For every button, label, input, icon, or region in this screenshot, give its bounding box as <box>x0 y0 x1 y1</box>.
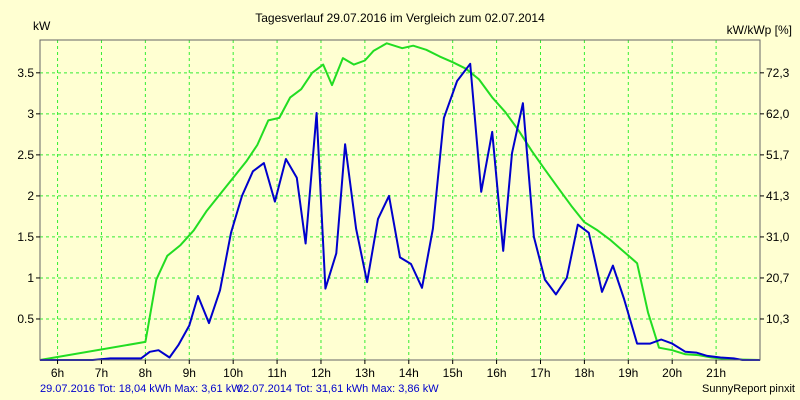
series-layer <box>39 42 761 361</box>
x-tick-label-2: 8h <box>139 366 152 380</box>
legend-series-2014: 02.07.2014 Tot: 31,61 kWh Max: 3,86 kW <box>237 383 439 395</box>
x-tick-label-14: 20h <box>662 366 682 380</box>
plot-frame <box>39 39 761 361</box>
credit-text: SunnyReport pinxit <box>702 383 795 395</box>
y-axis-right-label: kW/kWp [%] <box>727 23 792 37</box>
x-tick-label-3: 9h <box>183 366 196 380</box>
y-right-tick-label-4: 51,7 <box>766 148 790 162</box>
y-left-tick-label-3: 2 <box>27 189 34 203</box>
y-left-tick-label-4: 2.5 <box>17 148 34 162</box>
x-tick-label-1: 7h <box>95 366 108 380</box>
x-tick-label-12: 18h <box>574 366 594 380</box>
x-tick-label-0: 6h <box>51 366 64 380</box>
y-left-tick-label-6: 3.5 <box>17 66 34 80</box>
x-tick-label-7: 13h <box>355 366 375 380</box>
y-axis-right-ticks: 10,3 20,7 31,0 41,3 51,7 62,0 72,3 <box>760 66 790 326</box>
legend-series-2016: 29.07.2016 Tot: 18,04 kWh Max: 3,61 kW <box>40 383 242 395</box>
chart-title: Tagesverlauf 29.07.2016 im Vergleich zum… <box>255 11 545 25</box>
x-tick-label-6: 12h <box>311 366 331 380</box>
y-right-tick-label-2: 31,0 <box>766 230 790 244</box>
y-axis-left-label: kW <box>33 19 51 33</box>
series-line-29.07.2016 <box>40 62 760 361</box>
x-tick-label-9: 15h <box>443 366 463 380</box>
y-left-tick-label-2: 1.5 <box>17 230 34 244</box>
x-tick-label-4: 10h <box>223 366 243 380</box>
y-axis-left-ticks: 0.5 1 1.5 2 2.5 3 3.5 <box>17 66 40 326</box>
y-left-tick-label-1: 1 <box>27 271 34 285</box>
y-left-tick-label-0: 0.5 <box>17 312 34 326</box>
y-right-tick-label-0: 10,3 <box>766 312 790 326</box>
y-right-tick-label-5: 62,0 <box>766 107 790 121</box>
x-tick-label-5: 11h <box>268 366 287 380</box>
x-tick-label-10: 16h <box>487 366 507 380</box>
x-tick-label-11: 17h <box>530 366 550 380</box>
x-tick-label-15: 21h <box>706 366 726 380</box>
series-line-02.07.2014 <box>39 42 761 361</box>
y-right-tick-label-1: 20,7 <box>766 271 790 285</box>
x-tick-label-13: 19h <box>618 366 638 380</box>
x-tick-label-8: 14h <box>399 366 419 380</box>
x-axis-ticks: 6h 7h 8h 9h 10h 11h 12h 13h 14h 15h 16h 17h 18h 19h 20… <box>51 360 726 380</box>
y-left-tick-label-5: 3 <box>27 107 34 121</box>
y-right-tick-label-3: 41,3 <box>766 189 790 203</box>
grid <box>40 40 760 360</box>
y-right-tick-label-6: 72,3 <box>766 66 790 80</box>
